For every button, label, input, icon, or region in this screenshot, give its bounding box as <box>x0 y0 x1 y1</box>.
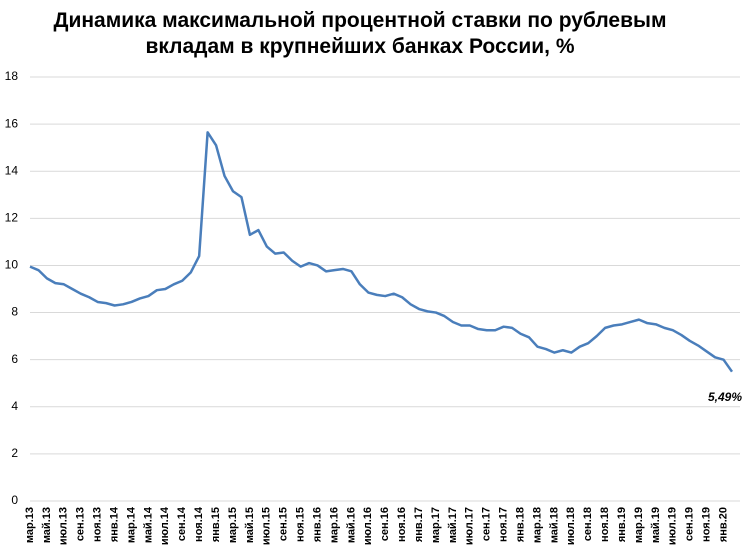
x-tick-label: май.18 <box>548 507 560 543</box>
data-label: 5,49% <box>708 390 742 404</box>
x-tick-label: янв.19 <box>616 507 628 542</box>
y-tick-label: 16 <box>5 116 19 130</box>
x-tick-label: май.17 <box>447 507 459 543</box>
x-tick-label: янв.15 <box>210 507 222 542</box>
x-tick-label: сен.17 <box>481 507 493 541</box>
x-tick-label: янв.20 <box>717 507 729 542</box>
x-tick-label: май.16 <box>345 507 357 543</box>
x-tick-label: июл.17 <box>464 507 476 545</box>
x-tick-label: июл.18 <box>565 507 577 545</box>
x-tick-label: июл.14 <box>159 506 171 545</box>
y-tick-label: 10 <box>5 258 19 272</box>
x-tick-label: янв.18 <box>514 507 526 542</box>
x-tick-label: янв.17 <box>413 507 425 542</box>
y-tick-label: 6 <box>11 352 18 366</box>
y-tick-label: 8 <box>11 305 18 319</box>
x-tick-label: май.15 <box>244 507 256 543</box>
x-tick-label: сен.13 <box>75 507 87 541</box>
x-tick-label: июл.19 <box>667 507 679 545</box>
x-tick-label: мар.17 <box>430 507 442 543</box>
x-tick-label: ноя.14 <box>193 506 205 542</box>
x-tick-label: мар.19 <box>633 507 645 543</box>
x-tick-label: сен.19 <box>684 507 696 541</box>
x-tick-label: ноя.13 <box>92 507 104 542</box>
x-tick-label: май.13 <box>41 507 53 543</box>
data-line <box>29 131 734 373</box>
x-tick-label: сен.18 <box>582 507 594 541</box>
x-tick-label: июл.16 <box>362 507 374 545</box>
y-tick-label: 4 <box>11 399 18 413</box>
x-tick-label: ноя.17 <box>498 507 510 542</box>
chart-title: Динамика максимальной процентной ставки … <box>53 9 667 58</box>
y-tick-label: 14 <box>5 163 19 177</box>
y-tick-label: 12 <box>5 211 19 225</box>
x-tick-label: июл.15 <box>261 507 273 545</box>
x-tick-label: сен.16 <box>379 507 391 541</box>
x-tick-label: ноя.15 <box>295 507 307 542</box>
x-tick-label: ноя.18 <box>599 507 611 542</box>
y-tick-label: 0 <box>11 493 18 507</box>
y-tick-label: 18 <box>5 69 19 83</box>
y-tick-label: 2 <box>11 446 18 460</box>
x-tick-label: мар.14 <box>125 506 137 543</box>
x-tick-label: мар.15 <box>227 507 239 543</box>
x-tick-label: янв.14 <box>108 506 120 542</box>
x-tick-label: сен.15 <box>278 507 290 541</box>
x-tick-label: ноя.19 <box>701 507 713 542</box>
x-tick-label: июл.13 <box>58 507 70 545</box>
x-tick-label: янв.16 <box>311 507 323 542</box>
x-tick-label: сен.14 <box>176 506 188 541</box>
x-tick-label: май.19 <box>650 507 662 543</box>
x-tick-label: мар.18 <box>531 507 543 543</box>
x-tick-label: мар.13 <box>24 507 36 543</box>
x-tick-label: ноя.16 <box>396 507 408 542</box>
x-tick-label: май.14 <box>142 506 154 543</box>
x-tick-label: мар.16 <box>328 507 340 543</box>
